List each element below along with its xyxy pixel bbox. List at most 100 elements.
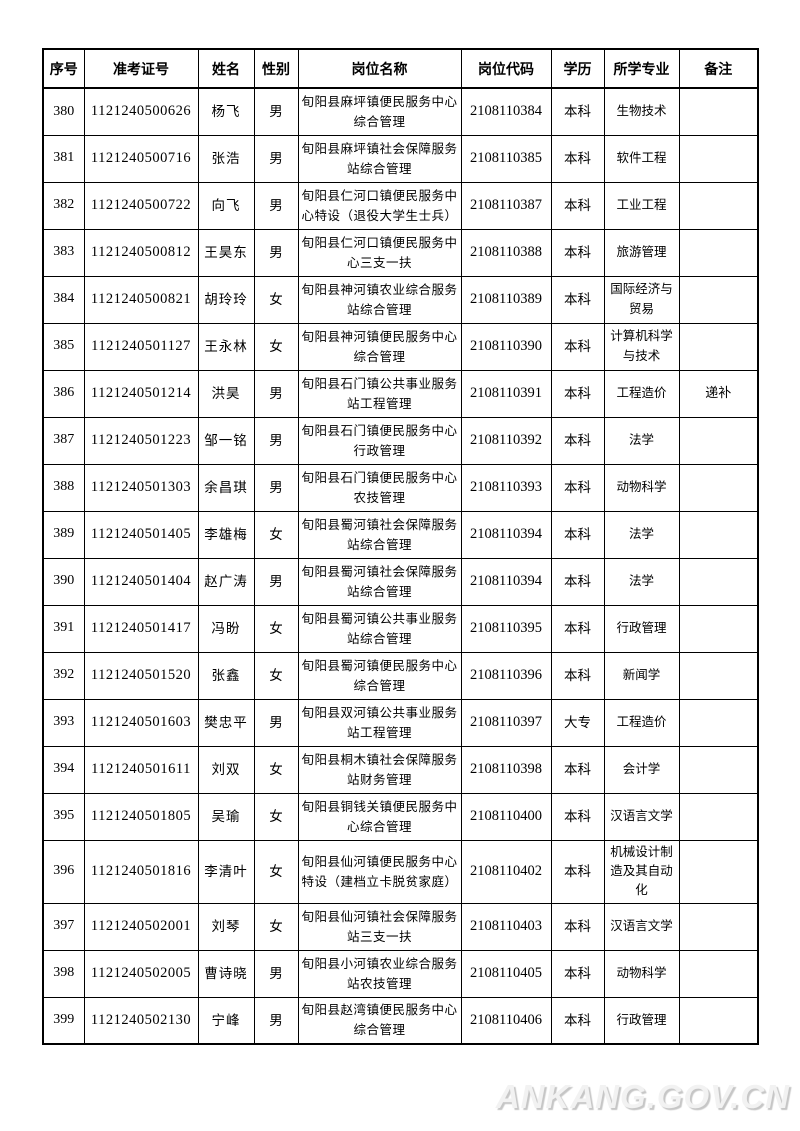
table-cell: 380 (42, 87, 85, 136)
table-cell: 1121240502001 (83, 902, 199, 951)
table-cell: 旬阳县蜀河镇社会保障服务站综合管理 (297, 510, 462, 559)
table-cell: 旬阳县蜀河镇公共事业服务站综合管理 (297, 604, 462, 653)
table-cell: 旬阳县石门镇便民服务中心行政管理 (297, 416, 462, 465)
table-cell: 刘双 (197, 745, 255, 794)
table-cell: 2108110402 (460, 839, 552, 904)
table-cell: 2108110385 (460, 134, 552, 183)
table-cell: 1121240501417 (83, 604, 199, 653)
table-row: 381 1121240500716 张浩男旬阳县麻坪镇社会保障服务站综合管理 2108… (42, 134, 759, 183)
column-header: 学历 (550, 48, 605, 89)
table-cell: 1121240500812 (83, 228, 199, 277)
column-header: 序号 (42, 48, 85, 89)
table-cell: 1121240500626 (83, 87, 199, 136)
table-cell: 旬阳县双河镇公共事业服务站工程管理 (297, 698, 462, 747)
table-cell: 生物技术 (603, 87, 680, 136)
table-cell: 384 (42, 275, 85, 324)
table-cell (678, 604, 759, 653)
watermark: ANKANG.GOV.CN (495, 1078, 790, 1115)
table-cell: 1121240501611 (83, 745, 199, 794)
table-cell: 1121240500821 (83, 275, 199, 324)
table-cell (678, 651, 759, 700)
table-cell: 386 (42, 369, 85, 418)
table-cell: 动物科学 (603, 463, 680, 512)
table-cell: 2108110395 (460, 604, 552, 653)
table-cell: 1121240501816 (83, 839, 199, 904)
table-row: 395 1121240501805 吴瑜女旬阳县铜钱关镇便民服务中心综合管理 2108… (42, 792, 759, 841)
table-cell: 行政管理 (603, 604, 680, 653)
table-cell: 398 (42, 949, 85, 998)
column-header: 准考证号 (83, 48, 199, 89)
table-cell: 旬阳县石门镇公共事业服务站工程管理 (297, 369, 462, 418)
table-cell (678, 228, 759, 277)
table-cell: 宁峰 (197, 996, 255, 1045)
column-header: 岗位名称 (297, 48, 462, 89)
table-cell: 法学 (603, 416, 680, 465)
table-cell: 399 (42, 996, 85, 1045)
table-cell: 女 (253, 745, 299, 794)
table-cell: 2108110384 (460, 87, 552, 136)
table-cell (678, 745, 759, 794)
table-cell: 旬阳县麻坪镇社会保障服务站综合管理 (297, 134, 462, 183)
table-row: 399 1121240502130 宁峰男旬阳县赵湾镇便民服务中心综合管理 21081… (42, 996, 759, 1045)
table-cell (678, 134, 759, 183)
table-cell: 2108110394 (460, 557, 552, 606)
table-cell: 樊忠平 (197, 698, 255, 747)
table-cell: 男 (253, 949, 299, 998)
table-cell: 赵广涛 (197, 557, 255, 606)
table-row: 389 1121240501405 李雄梅女旬阳县蜀河镇社会保障服务站综合管理 210… (42, 510, 759, 559)
table-cell: 2108110403 (460, 902, 552, 951)
table-cell: 李雄梅 (197, 510, 255, 559)
table-cell: 381 (42, 134, 85, 183)
column-header: 所学专业 (603, 48, 680, 89)
table-cell: 392 (42, 651, 85, 700)
table-cell: 会计学 (603, 745, 680, 794)
table-cell: 2108110392 (460, 416, 552, 465)
table-cell: 洪昊 (197, 369, 255, 418)
table-cell (678, 996, 759, 1045)
table-cell: 本科 (550, 322, 605, 371)
table-row: 394 1121240501611 刘双女旬阳县桐木镇社会保障服务站财务管理 2108… (42, 745, 759, 794)
table-cell (678, 839, 759, 904)
table-cell (678, 698, 759, 747)
table-cell: 男 (253, 369, 299, 418)
table-cell: 男 (253, 416, 299, 465)
table-cell: 男 (253, 463, 299, 512)
table-cell: 旅游管理 (603, 228, 680, 277)
table-cell: 393 (42, 698, 85, 747)
table-cell: 男 (253, 87, 299, 136)
table-cell: 男 (253, 996, 299, 1045)
table-cell: 383 (42, 228, 85, 277)
table-cell: 2108110393 (460, 463, 552, 512)
table-cell: 本科 (550, 949, 605, 998)
table-cell: 张浩 (197, 134, 255, 183)
table-row: 391 1121240501417 冯盼女旬阳县蜀河镇公共事业服务站综合管理 2108… (42, 604, 759, 653)
table-row: 385 1121240501127 王永林女旬阳县神河镇便民服务中心综合管理 2108… (42, 322, 759, 371)
table-cell: 1121240501603 (83, 698, 199, 747)
table-cell: 1121240501520 (83, 651, 199, 700)
table-cell: 本科 (550, 181, 605, 230)
table-cell: 旬阳县小河镇农业综合服务站农技管理 (297, 949, 462, 998)
table-cell: 旬阳县石门镇便民服务中心农技管理 (297, 463, 462, 512)
table-cell: 工程造价 (603, 369, 680, 418)
table-cell: 1121240501214 (83, 369, 199, 418)
table-cell: 本科 (550, 557, 605, 606)
table-cell: 女 (253, 604, 299, 653)
column-header: 岗位代码 (460, 48, 552, 89)
table-cell: 旬阳县仁河口镇便民服务中心特设（退役大学生士兵） (297, 181, 462, 230)
table-cell (678, 792, 759, 841)
table-cell: 1121240501805 (83, 792, 199, 841)
table-row: 396 1121240501816 李清叶女旬阳县仙河镇便民服务中心特设（建档立卡脱… (42, 839, 759, 904)
table-cell: 1121240500722 (83, 181, 199, 230)
table-cell: 王昊东 (197, 228, 255, 277)
table-cell (678, 416, 759, 465)
table-cell: 2108110400 (460, 792, 552, 841)
table-row: 397 1121240502001 刘琴女旬阳县仙河镇社会保障服务站三支一扶 2108… (42, 902, 759, 951)
table-cell (678, 557, 759, 606)
table-cell: 本科 (550, 510, 605, 559)
table-cell: 2108110406 (460, 996, 552, 1045)
table-cell: 男 (253, 134, 299, 183)
table-cell: 大专 (550, 698, 605, 747)
table-cell: 本科 (550, 902, 605, 951)
table-cell: 1121240500716 (83, 134, 199, 183)
